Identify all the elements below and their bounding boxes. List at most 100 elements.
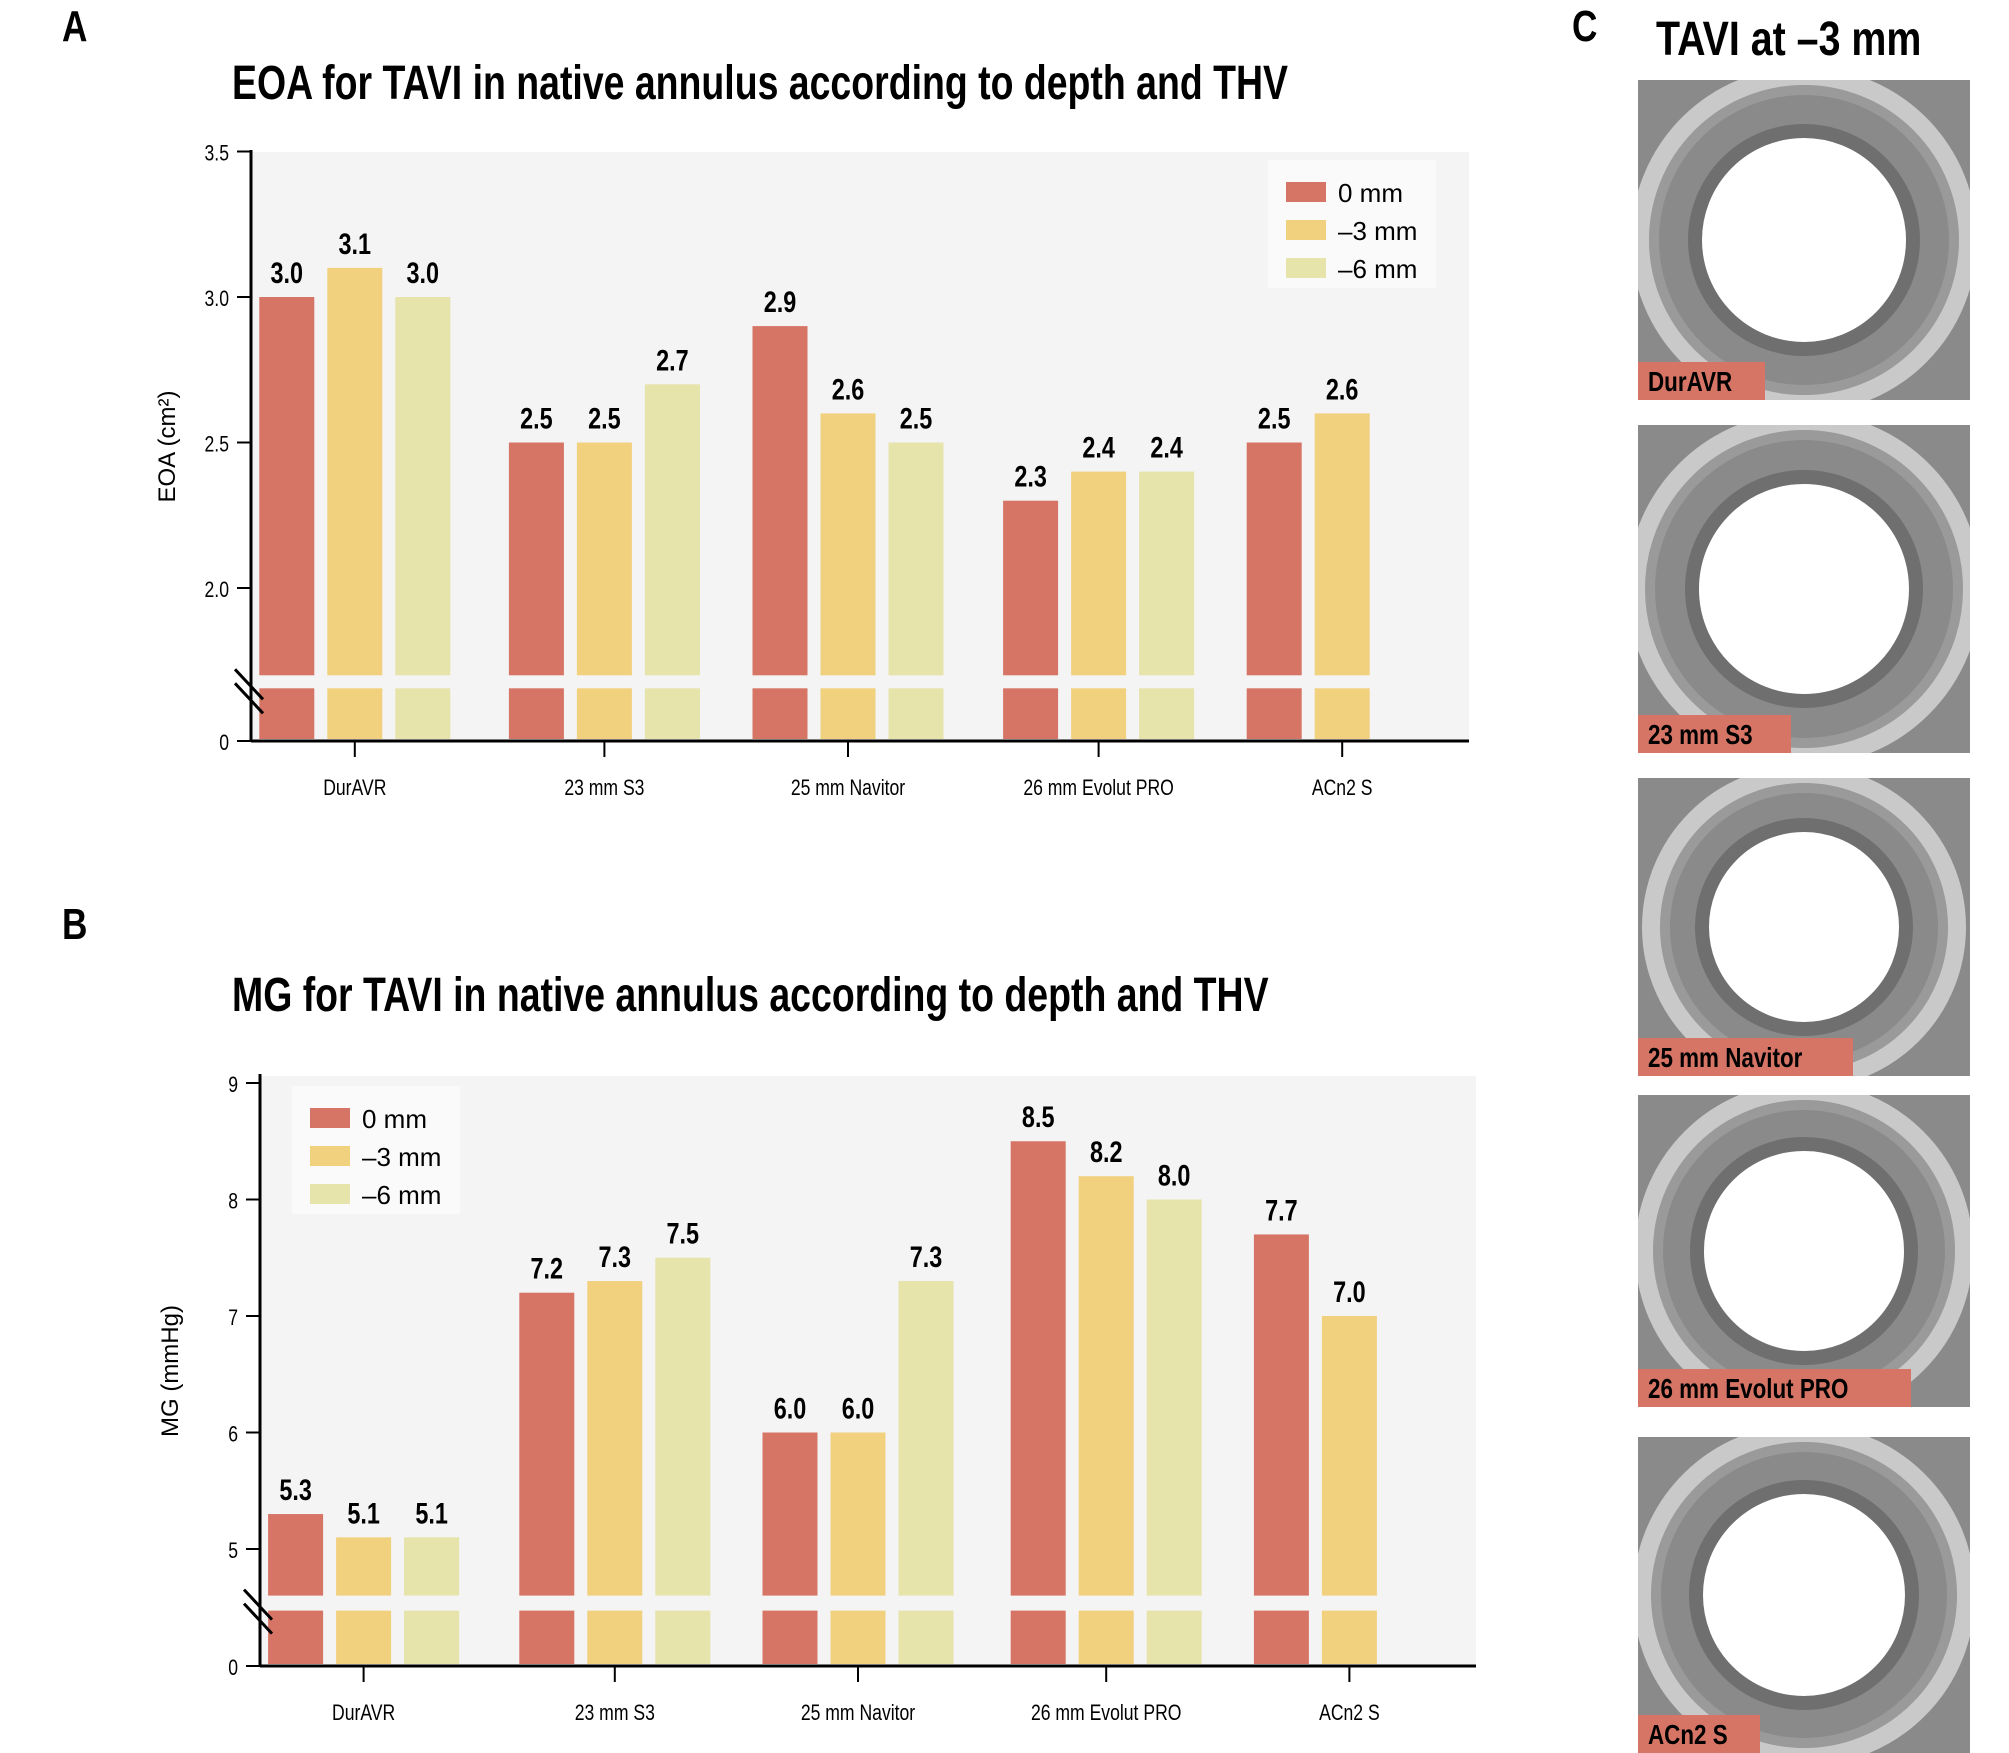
data-label: 2.5	[1258, 402, 1291, 435]
bar-upper	[336, 1537, 392, 1596]
bar-upper	[1253, 1234, 1309, 1596]
bar-lower	[519, 1610, 575, 1664]
x-tick-label: DurAVR	[332, 1701, 395, 1725]
bar-lower	[1314, 688, 1370, 739]
x-tick-label: ACn2 S	[1319, 1701, 1380, 1725]
data-label: 7.3	[910, 1240, 943, 1273]
bar-upper	[508, 442, 564, 676]
bar-lower	[830, 1610, 886, 1664]
data-label: 2.4	[1082, 431, 1115, 464]
chart-a-title: EOA for TAVI in native annulus according…	[232, 57, 1288, 110]
bar-lower	[404, 1610, 460, 1664]
data-label: 7.2	[531, 1252, 564, 1285]
bar-lower	[1139, 688, 1195, 739]
x-tick-label: 23 mm S3	[564, 776, 644, 800]
data-label: 7.7	[1265, 1194, 1298, 1227]
axis-break-mark	[233, 668, 265, 701]
bar-upper	[644, 384, 700, 676]
valve-orifice	[1694, 817, 1914, 1037]
axis-break-mark	[242, 1602, 274, 1635]
y-tick-label: 0	[219, 731, 229, 755]
bar-lower	[576, 688, 632, 739]
valve-label: DurAVR	[1638, 362, 1766, 400]
bar-upper	[576, 442, 632, 676]
legend-label: –6 mm	[1338, 254, 1417, 284]
x-tick-label: 26 mm Evolut PRO	[1023, 776, 1174, 800]
panel-letter-c: C	[1572, 2, 1598, 51]
y-tick-label: 3.0	[205, 287, 229, 311]
data-label: 2.6	[1326, 373, 1359, 406]
bar-lower	[644, 688, 700, 739]
legend-swatch	[310, 1184, 350, 1204]
chart-b-title: MG for TAVI in native annulus according …	[232, 969, 1269, 1022]
x-tick-label: 25 mm Navitor	[791, 776, 906, 800]
bar-upper	[830, 1432, 886, 1596]
valve-photo-icon	[1638, 80, 1970, 400]
data-label: 2.9	[764, 285, 797, 318]
data-label: 2.6	[832, 373, 865, 406]
bar-lower	[508, 688, 564, 739]
data-label: 6.0	[774, 1392, 807, 1425]
valve-photo-icon	[1638, 425, 1970, 753]
bar-upper	[1010, 1141, 1066, 1596]
valve-label-text: 23 mm S3	[1648, 719, 1753, 750]
data-label: 5.3	[279, 1473, 312, 1506]
legend-label: –3 mm	[362, 1142, 441, 1172]
chart-b: 5.3 5.1 5.1 DurAVR 7.2 7.3 7.5 23 mm S3 6.0 6.0 7.…	[157, 1073, 1476, 1726]
y-axis-label: MG (mmHg)	[157, 1305, 184, 1437]
chart-a: 3.0 3.1 3.0 DurAVR 2.5 2.5 2.7 23 mm S3 2.9 2.6 2.…	[154, 142, 1469, 801]
bar-lower	[587, 1610, 643, 1664]
bar-lower	[752, 688, 808, 739]
valve-image-1: 23 mm S3	[1638, 425, 1970, 753]
data-label: 2.5	[520, 402, 553, 435]
bar-upper	[1314, 413, 1370, 676]
bar-lower	[327, 688, 383, 739]
valve-label: 23 mm S3	[1638, 715, 1791, 753]
data-label: 7.5	[667, 1217, 700, 1250]
legend-swatch	[1286, 182, 1326, 202]
bar-upper	[762, 1432, 818, 1596]
valve-label: 26 mm Evolut PRO	[1638, 1369, 1911, 1407]
bar-upper	[1003, 500, 1059, 676]
bar-upper	[395, 297, 451, 676]
legend-swatch	[1286, 220, 1326, 240]
data-label: 6.0	[842, 1392, 875, 1425]
x-tick-label: DurAVR	[323, 776, 386, 800]
y-tick-label: 2.5	[205, 433, 229, 457]
panel-letter-b: B	[62, 900, 88, 949]
x-tick-label: 26 mm Evolut PRO	[1031, 1701, 1182, 1725]
y-tick-label: 8	[228, 1190, 238, 1214]
legend-label: 0 mm	[362, 1104, 427, 1134]
legend-label: 0 mm	[1338, 178, 1403, 208]
legend-swatch	[310, 1108, 350, 1128]
legend-label: –6 mm	[362, 1180, 441, 1210]
bar-upper	[1139, 471, 1195, 676]
bar-upper	[259, 297, 315, 676]
valve-label: 25 mm Navitor	[1638, 1038, 1853, 1076]
y-tick-label: 6	[228, 1423, 238, 1447]
panel-letter-a: A	[62, 2, 88, 51]
bar-lower	[888, 688, 944, 739]
valve-image-2: 25 mm Navitor	[1638, 778, 1970, 1076]
y-tick-label: 2.0	[205, 578, 229, 602]
y-tick-label: 9	[228, 1073, 238, 1097]
axis-break-mark	[242, 1588, 274, 1621]
bar-upper	[1078, 1176, 1134, 1596]
bar-lower	[820, 688, 876, 739]
bar-lower	[1010, 1610, 1066, 1664]
x-tick-label: 23 mm S3	[575, 1701, 655, 1725]
data-label: 5.1	[415, 1497, 448, 1530]
valve-label: ACn2 S	[1638, 1715, 1760, 1753]
data-label: 8.5	[1022, 1100, 1055, 1133]
bar-upper	[752, 326, 808, 676]
bar-lower	[336, 1610, 392, 1664]
y-tick-label: 7	[228, 1306, 238, 1330]
data-label: 2.5	[588, 402, 621, 435]
legend-swatch	[310, 1146, 350, 1166]
bar-lower	[1003, 688, 1059, 739]
bar-lower	[268, 1610, 324, 1664]
x-tick-label: ACn2 S	[1312, 776, 1373, 800]
valve-image-0: DurAVR	[1638, 80, 1970, 400]
bar-lower	[655, 1610, 711, 1664]
bar-upper	[898, 1281, 954, 1596]
